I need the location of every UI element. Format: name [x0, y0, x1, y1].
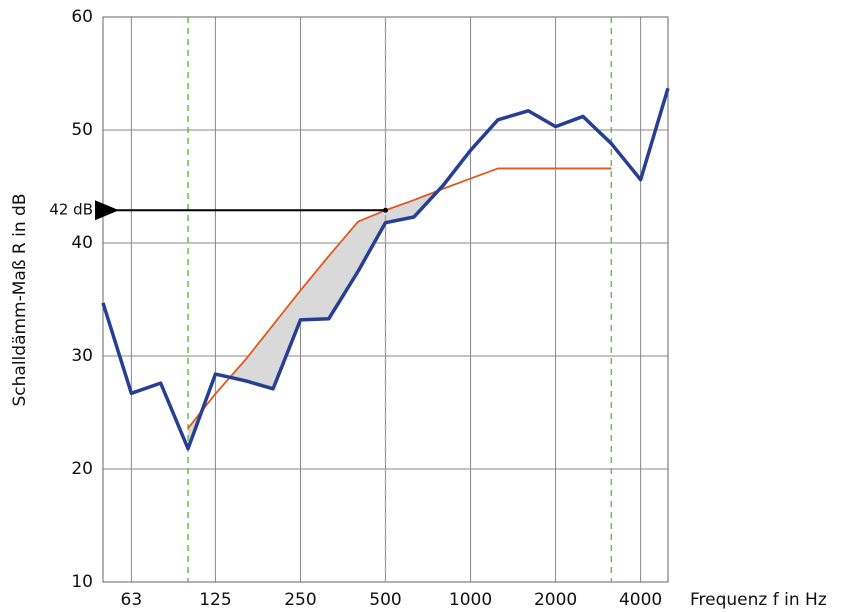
- annotation-dot: [383, 207, 388, 213]
- annotation-label: 42 dB: [49, 201, 93, 219]
- x-tick-label: 2000: [534, 590, 577, 610]
- x-tick-label: 1000: [449, 590, 492, 610]
- x-tick-label: 125: [199, 590, 231, 610]
- x-tick-label: 500: [369, 590, 401, 610]
- y-axis-label: Schalldämm-Maß R in dB: [10, 193, 30, 406]
- shaded-area: [245, 324, 274, 390]
- y-tick-label: 20: [71, 459, 93, 479]
- y-tick-label: 10: [71, 572, 93, 592]
- series-line: [187, 167, 612, 429]
- x-tick-label: 4000: [619, 590, 662, 610]
- x-tick-label: 63: [121, 590, 143, 610]
- shaded-area: [328, 220, 359, 320]
- x-axis-label: Frequenz f in Hz: [690, 590, 827, 610]
- y-tick-label: 30: [71, 346, 93, 366]
- series-line: [101, 87, 670, 451]
- y-tick-label: 60: [71, 7, 93, 27]
- shaded-area: [300, 255, 330, 321]
- x-tick-label: 250: [284, 590, 316, 610]
- y-tick-label: 50: [71, 120, 93, 140]
- y-tick-label: 40: [71, 233, 93, 253]
